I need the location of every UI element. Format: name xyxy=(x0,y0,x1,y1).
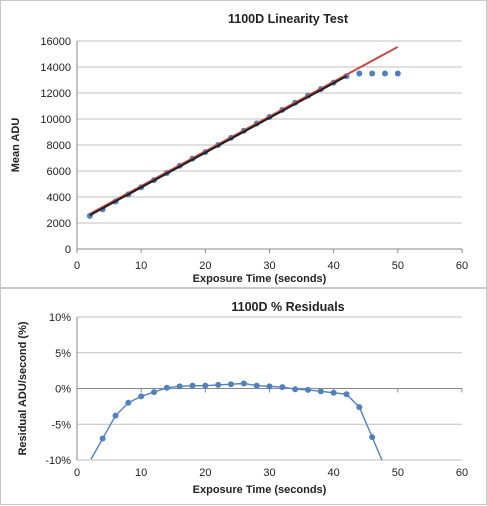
data-point xyxy=(382,70,388,77)
y-tick-label: 12000 xyxy=(40,88,71,100)
trend-line-black xyxy=(89,75,347,217)
y-tick-label: 4000 xyxy=(47,192,71,204)
y-tick-label: 0 xyxy=(65,244,71,256)
residual-point xyxy=(112,412,119,419)
trend-line-red xyxy=(89,45,399,215)
y-tick-label: 14000 xyxy=(40,62,71,74)
x-tick-label: 10 xyxy=(135,260,147,272)
residual-point xyxy=(202,382,209,389)
y-tick-label: 10000 xyxy=(40,114,71,126)
x-tick-label: 60 xyxy=(456,467,468,479)
residual-point xyxy=(343,391,350,398)
residual-point xyxy=(253,382,260,389)
residual-point xyxy=(99,435,106,442)
x-tick-label: 20 xyxy=(199,260,211,272)
y-tick-label: -10% xyxy=(45,455,71,467)
y-tick-label: 0% xyxy=(55,384,71,396)
residual-point xyxy=(151,389,157,396)
residual-point xyxy=(369,434,376,441)
residual-point xyxy=(215,381,222,388)
linearity-chart-frame: 0 10 20 30 40 50 60 0 2000 4000 6000 8000 10000 12000… xyxy=(0,0,487,288)
y-tick-label: -5% xyxy=(51,419,71,431)
plot-area xyxy=(90,380,383,460)
residuals-chart-frame: 0 10 20 30 40 50 60 -10% -5% 0% 5% 10% 1100D % Resid… xyxy=(0,288,487,505)
x-tick-label: 10 xyxy=(135,467,147,479)
residual-point xyxy=(292,386,299,393)
residual-point xyxy=(228,381,234,388)
y-tick-label: 10% xyxy=(49,312,71,324)
y-axis-title: Mean ADU xyxy=(10,118,22,173)
residuals-chart: 0 10 20 30 40 50 60 -10% -5% 0% 5% 10% 1100D % Resid… xyxy=(17,300,468,496)
residual-point xyxy=(356,404,363,411)
chart-title: 1100D % Residuals xyxy=(231,300,344,314)
x-tick-label: 40 xyxy=(328,467,340,479)
residual-point xyxy=(189,382,196,389)
y-tick-label: 2000 xyxy=(47,218,71,230)
residual-point xyxy=(240,380,247,387)
residual-point xyxy=(138,393,145,400)
plot-area xyxy=(86,45,401,219)
x-axis-title: Exposure Time (seconds) xyxy=(193,273,327,285)
x-axis-title: Exposure Time (seconds) xyxy=(193,484,327,496)
y-tick-label: 8000 xyxy=(47,140,71,152)
x-tick-label: 30 xyxy=(263,467,275,479)
y-tick-label: 6000 xyxy=(47,166,71,178)
data-point xyxy=(356,70,363,77)
x-tick-label: 20 xyxy=(199,467,211,479)
linearity-chart: 0 10 20 30 40 50 60 0 2000 4000 6000 8000 10000 12000… xyxy=(10,12,468,285)
residual-point xyxy=(305,386,311,393)
data-point xyxy=(394,70,401,77)
residual-point xyxy=(279,384,286,391)
residual-point xyxy=(317,388,324,395)
x-tick-label: 0 xyxy=(74,467,80,479)
x-tick-label: 30 xyxy=(263,260,275,272)
residual-point xyxy=(176,383,183,390)
residual-point xyxy=(330,389,337,396)
residual-point xyxy=(125,399,132,406)
residual-point xyxy=(163,384,170,391)
y-tick-label: 16000 xyxy=(40,36,71,48)
x-tick-label: 0 xyxy=(74,260,80,272)
y-tick-label: 5% xyxy=(55,348,71,360)
chart-title: 1100D Linearity Test xyxy=(228,12,349,26)
y-axis-title: Residual ADU/second (%) xyxy=(17,321,29,455)
x-tick-label: 50 xyxy=(392,467,404,479)
x-tick-label: 50 xyxy=(392,260,404,272)
x-tick-label: 60 xyxy=(456,260,468,272)
data-point xyxy=(369,70,376,77)
residual-point xyxy=(266,383,273,390)
x-tick-label: 40 xyxy=(328,260,340,272)
